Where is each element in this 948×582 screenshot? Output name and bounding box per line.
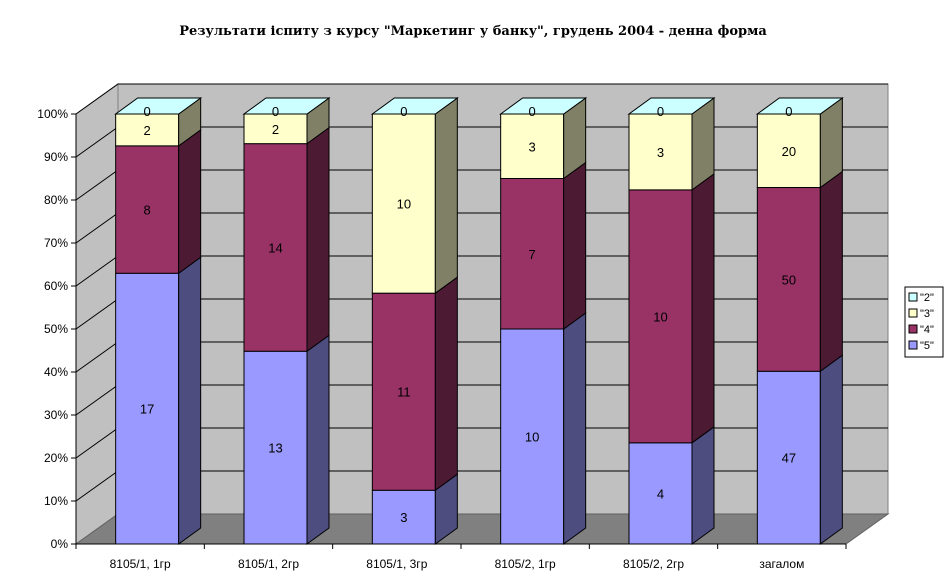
bar-segment-front — [500, 178, 565, 330]
bar-segment-front — [500, 328, 565, 545]
y-axis: 0% 10% 20% 30% 40% 50% 60% 70% 80% 90% 100% — [37, 107, 77, 551]
y-tick-label: 80% — [44, 193, 68, 207]
y-tick-label: 20% — [44, 451, 68, 465]
x-axis: 8105/1, 1гр 8105/1, 2гр 8105/1, 3гр 8105/2,… — [75, 543, 847, 571]
bar-segment-side — [434, 97, 458, 295]
bar-segment-side — [178, 128, 202, 275]
bar-segment-front — [756, 113, 821, 189]
legend-label: "4" — [920, 324, 934, 336]
data-label: 0 — [657, 104, 664, 119]
bar-top-cap — [499, 97, 588, 115]
bar-segment-side — [563, 161, 587, 330]
bar-segment-front — [243, 143, 308, 352]
bar-segment-front — [115, 145, 180, 274]
x-tick-label: 8105/2, 1гр — [495, 557, 556, 571]
bars — [114, 97, 844, 545]
bar-segment-side — [306, 126, 330, 353]
bar-top-cap — [370, 97, 459, 115]
bar-segment-front — [628, 113, 693, 191]
bar-segment-side — [691, 425, 715, 545]
data-label: 0 — [785, 104, 792, 119]
bar-segment-side — [819, 354, 843, 545]
x-tick-label: 8105/2, 2гр — [623, 557, 684, 571]
bar-top-cap — [242, 97, 331, 115]
y-tick-label: 60% — [44, 279, 68, 293]
gridline — [75, 83, 888, 115]
bar-segment-front — [243, 350, 308, 545]
bar-segment-side — [819, 170, 843, 373]
bar-segment-front — [500, 113, 565, 179]
x-tick-label: 8105/1, 2гр — [238, 557, 299, 571]
y-tick-label: 90% — [44, 150, 68, 164]
data-label: 10 — [653, 309, 667, 324]
data-label: 8 — [144, 203, 151, 218]
data-label: 47 — [782, 451, 796, 466]
data-label: 4 — [657, 486, 664, 501]
y-tick-label: 0% — [51, 537, 69, 551]
x-tick-label: 8105/1, 1гр — [110, 557, 171, 571]
data-label: 17 — [140, 402, 154, 417]
bar-top-cap — [627, 97, 716, 115]
legend-swatch — [908, 308, 918, 318]
legend-label: "5" — [920, 340, 934, 352]
data-label: 11 — [397, 385, 411, 400]
y-tick-label: 10% — [44, 494, 68, 508]
legend-swatch — [908, 340, 918, 350]
legend-label: "3" — [920, 308, 934, 320]
data-label: 13 — [268, 441, 282, 456]
data-label: 0 — [400, 104, 407, 119]
bar-segment-front — [115, 113, 180, 147]
x-tick-label: загалом — [759, 557, 804, 571]
bar-top-cap — [755, 97, 844, 115]
bar-segment-front — [371, 113, 436, 294]
data-label: 0 — [144, 104, 151, 119]
data-label: 10 — [397, 197, 411, 212]
legend: "2" "3" "4" "5" — [904, 286, 944, 358]
bar-segment-front — [115, 272, 180, 545]
bar-segment-side — [563, 312, 587, 545]
y-tick-label: 70% — [44, 236, 68, 250]
y-tick-label: 30% — [44, 408, 68, 422]
data-label: 14 — [268, 240, 282, 255]
y-tick-label: 100% — [37, 107, 68, 121]
data-label: 50 — [782, 272, 796, 287]
bar-segment-front — [756, 187, 821, 372]
data-label: 0 — [529, 104, 536, 119]
data-label: 7 — [529, 247, 536, 262]
bar-segment-side — [691, 172, 715, 444]
bar-top-cap — [114, 97, 203, 115]
data-label: 0 — [272, 104, 279, 119]
data-label: 3 — [529, 139, 536, 154]
legend-swatch — [908, 292, 918, 302]
bar-segment-side — [306, 334, 330, 545]
legend-label: "2" — [920, 292, 934, 304]
y-tick-label: 50% — [44, 322, 68, 336]
data-label: 3 — [400, 510, 407, 525]
legend-swatch — [908, 324, 918, 334]
bar-segment-side — [178, 256, 202, 545]
chart-title: Результати іспиту з курсу "Маркетинг у б… — [179, 24, 767, 39]
y-tick-label: 40% — [44, 365, 68, 379]
x-tick-label: 8105/1, 3гр — [366, 557, 427, 571]
bar-segment-side — [434, 276, 458, 492]
data-label: 3 — [657, 145, 664, 160]
bar-segment-front — [243, 113, 308, 145]
data-label: 20 — [782, 144, 796, 159]
data-label: 2 — [144, 123, 151, 138]
data-label: 10 — [525, 430, 539, 445]
bar-segment-front — [628, 442, 693, 545]
data-label: 2 — [272, 122, 279, 137]
